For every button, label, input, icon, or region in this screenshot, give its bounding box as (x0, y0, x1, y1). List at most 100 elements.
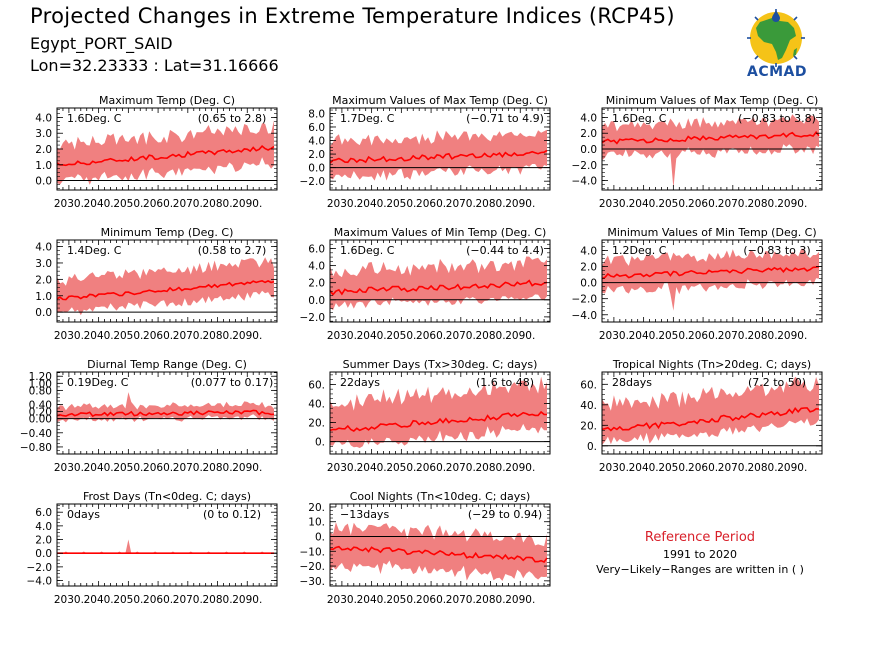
change-value-label: 1.4Deg. C (67, 244, 122, 257)
chart-panel-0: 2030. 2040. 2050. 2060. 2070. 2080. 2090. 0.0 1.… (35, 94, 278, 210)
y-tick-label: 4.0 (35, 242, 52, 254)
y-tick-label: 4.0 (580, 245, 597, 257)
reference-period-title: Reference Period (644, 530, 756, 545)
chart-title: Summer Days (Tx>30deg. C; days) (343, 358, 538, 371)
x-tick-label: 2050. (113, 462, 143, 474)
x-tick-label: 2090. (777, 462, 807, 474)
x-tick-label: 2080. (476, 594, 506, 606)
x-tick-label: 2080. (748, 462, 778, 474)
x-tick-label: 2070. (173, 462, 203, 474)
y-tick-label: 0.20 (29, 407, 52, 419)
logo-text: ACMAD (747, 64, 807, 80)
x-tick-label: 2050. (658, 330, 688, 342)
range-band (57, 257, 274, 316)
y-tick-label: 8.0 (308, 108, 325, 120)
x-tick-label: 2080. (748, 198, 778, 210)
x-tick-label: 2030. (327, 330, 357, 342)
y-tick-label: −10. (300, 546, 326, 558)
plot-frame (601, 239, 823, 323)
range-band (57, 392, 274, 423)
chart-title: Cool Nights (Tn<10deg. C; days) (350, 490, 531, 503)
y-tick-label: 2.0 (35, 274, 52, 286)
x-tick-label: 2080. (203, 462, 233, 474)
y-tick-label: 1.0 (35, 160, 52, 172)
y-tick-label: 0.80 (29, 385, 52, 397)
y-tick-label: 0.0 (308, 163, 325, 175)
y-tick-label: −0.80 (20, 442, 52, 454)
x-tick-label: 2040. (629, 198, 659, 210)
y-tick-label: 2.0 (35, 535, 52, 547)
x-tick-label: 2060. (416, 198, 446, 210)
x-tick-label: 2040. (629, 330, 659, 342)
y-tick-label: 6.0 (35, 507, 52, 519)
chart-panel-3: 2030. 2040. 2050. 2060. 2070. 2080. 2090. 0.0 1.… (35, 226, 278, 342)
change-value-label: 1.6Deg. C (340, 244, 395, 257)
x-tick-label: 2040. (84, 594, 114, 606)
x-tick-label: 2070. (446, 594, 476, 606)
africa-map-logo-icon (747, 9, 805, 67)
range-band (57, 539, 274, 554)
y-tick-label: 4.0 (308, 136, 325, 148)
x-tick-label: 2080. (203, 198, 233, 210)
x-tick-label: 2050. (658, 462, 688, 474)
x-tick-label: 2070. (173, 330, 203, 342)
x-tick-label: 2080. (476, 462, 506, 474)
x-tick-label: 2090. (232, 594, 262, 606)
y-tick-label: 60. (308, 379, 325, 391)
y-tick-label: 3.0 (35, 128, 52, 140)
x-tick-label: 2030. (599, 462, 629, 474)
x-tick-label: 2060. (688, 198, 718, 210)
chart-title: Diurnal Temp Range (Deg. C) (87, 358, 247, 371)
plot-frame (329, 239, 551, 323)
location-label: Egypt_PORT_SAID (30, 34, 173, 53)
chart-title: Minimum Temp (Deg. C) (101, 226, 234, 239)
y-tick-label: 40. (308, 398, 325, 410)
range-band (602, 376, 819, 445)
chart-title: Minimum Values of Min Temp (Deg. C) (607, 226, 816, 239)
x-tick-label: 2070. (446, 462, 476, 474)
change-value-label: 1.6Deg. C (67, 112, 122, 125)
y-tick-label: 2.0 (580, 128, 597, 140)
chart-panel-6: 2030. 2040. 2050. 2060. 2070. 2080. 2090. −0.80… (20, 358, 278, 474)
plot-frame (329, 107, 551, 191)
range-band (602, 114, 819, 189)
y-tick-label: 10. (308, 517, 325, 529)
y-tick-label: −2.0 (300, 176, 326, 188)
y-tick-label: 1.0 (35, 291, 52, 303)
chart-panel-8: 2030. 2040. 2050. 2060. 2070. 2080. 2090. 0. 20.… (580, 358, 823, 474)
plot-frame (56, 503, 278, 587)
y-tick-label: 1.00 (29, 378, 52, 390)
x-tick-label: 2080. (476, 330, 506, 342)
median-line (329, 149, 548, 164)
likely-range-label: (−0.83 to 3.8) (738, 112, 816, 125)
x-tick-label: 2030. (54, 330, 84, 342)
y-tick-label: 4.0 (35, 112, 52, 124)
y-tick-label: 40. (580, 400, 597, 412)
y-tick-label: −2.0 (572, 294, 598, 306)
x-tick-label: 2070. (718, 330, 748, 342)
likely-range-label: (−0.83 to 3) (743, 244, 810, 257)
likely-range-label: (7.2 to 50) (748, 376, 806, 389)
x-tick-label: 2040. (357, 462, 387, 474)
x-tick-label: 2060. (143, 198, 173, 210)
x-tick-label: 2030. (599, 198, 629, 210)
change-value-label: 1.2Deg. C (612, 244, 667, 257)
chart-title: Tropical Nights (Tn>20deg. C; days) (612, 358, 811, 371)
x-tick-label: 2040. (357, 330, 387, 342)
likely-range-label: (0.58 to 2.7) (198, 244, 267, 257)
x-tick-label: 2050. (386, 198, 416, 210)
median-line (56, 279, 275, 301)
x-tick-label: 2070. (446, 198, 476, 210)
x-tick-label: 2040. (357, 594, 387, 606)
y-tick-label: 3.0 (35, 258, 52, 270)
y-tick-label: −2.0 (572, 160, 598, 172)
y-tick-label: 4.0 (580, 112, 597, 124)
x-tick-label: 2050. (658, 198, 688, 210)
y-tick-label: 0.00 (29, 414, 52, 426)
x-tick-label: 2070. (446, 330, 476, 342)
x-tick-label: 2060. (416, 594, 446, 606)
x-tick-label: 2090. (232, 330, 262, 342)
y-tick-label: −2.0 (27, 562, 53, 574)
x-tick-label: 2090. (505, 462, 535, 474)
change-value-label: 0.19Deg. C (67, 376, 129, 389)
